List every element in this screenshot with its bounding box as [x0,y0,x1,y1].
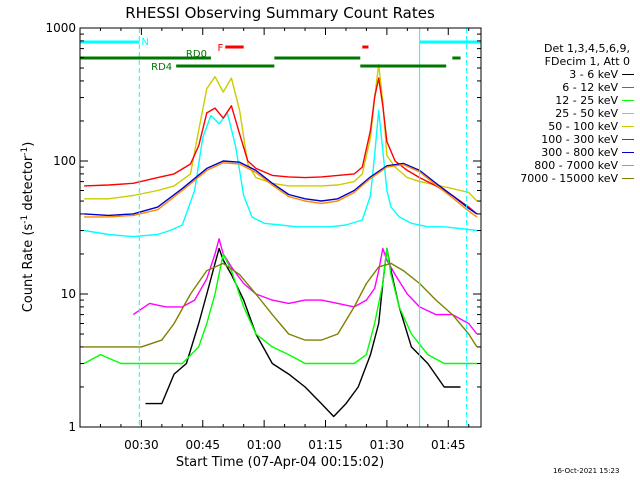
x-tick-label-00-45: 00:45 [185,438,220,452]
legend: Det 1,3,4,5,6,9, FDecim 1, Att 0 3 - 6 k… [484,42,636,185]
legend-swatch-50-100-kev [622,126,634,127]
legend-label-50-100-kev: 50 - 100 keV [548,120,618,133]
y-axis-label-sup2: -1 [20,147,30,156]
legend-label-25-50-kev: 25 - 50 keV [555,107,618,120]
x-axis-label: Start Time (07-Apr-04 00:15:02) [176,455,384,470]
x-tick-label-01-00: 01:00 [247,438,282,452]
legend-label-300-800-kev: 300 - 800 keV [541,146,618,159]
flag-bars: N F RD0 RD4 [80,37,481,73]
x-tick-label-00-30: 00:30 [124,438,159,452]
legend-header-line2: FDecim 1, Att 0 [544,55,630,68]
legend-swatch-100-300-kev [622,139,634,140]
legend-entries: 3 - 6 keV 6 - 12 keV 12 - 25 keV 25 - 50 ke… [484,68,636,185]
legend-entry-25-50-kev: 25 - 50 keV [484,107,636,120]
chart-title: RHESSI Observing Summary Count Rates [125,4,435,22]
series-line-12-25-kev [83,247,477,365]
series-line-800-7000-kev [84,162,478,218]
series-line-3-6-kev [145,247,461,418]
y-axis-label-main: Count Rate (s [21,224,36,313]
legend-label-6-12-kev: 6 - 12 keV [562,81,618,94]
legend-label-800-7000-kev: 800 - 7000 keV [534,159,618,172]
legend-label-3-6-kev: 3 - 6 keV [569,68,618,81]
legend-entry-100-300-kev: 100 - 300 keV [484,133,636,146]
y-tick-label-1: 1 [68,420,76,434]
y-tick-label-100: 100 [53,154,76,168]
legend-label-12-25-kev: 12 - 25 keV [555,94,618,107]
flag-label-n: N [141,37,148,48]
axes: 00:30 00:45 01:00 01:15 01:30 01:45 1 10 100 1000 [45,21,481,452]
legend-entry-300-800-kev: 300 - 800 keV [484,146,636,159]
series-line-7000-15000-kev [84,262,478,348]
legend-entry-3-6-kev: 3 - 6 keV [484,68,636,81]
legend-swatch-6-12-kev [622,87,634,88]
x-tick-label-01-45: 01:45 [431,438,466,452]
series-line-100-300-kev [84,77,478,215]
legend-header-line1: Det 1,3,4,5,6,9, [543,42,630,55]
legend-entry-7000-15000-kev: 7000 - 15000 keV [484,172,636,185]
plot-frame [79,27,482,428]
y-tick-label-10: 10 [61,287,76,301]
legend-label-100-300-kev: 100 - 300 keV [541,133,618,146]
legend-swatch-7000-15000-kev [622,178,634,179]
series-line-25-50-kev [83,109,477,238]
vertical-markers [138,28,468,427]
x-tick-label-01-30: 01:30 [370,438,405,452]
flag-label-rd0: RD0 [186,49,207,60]
legend-swatch-300-800-kev [622,152,634,153]
flag-label-rd4: RD4 [151,62,172,73]
legend-swatch-800-7000-kev [622,165,634,166]
legend-label-7000-15000-kev: 7000 - 15000 keV [520,172,618,185]
legend-swatch-12-25-kev [622,100,634,101]
x-tick-label-01-15: 01:15 [308,438,343,452]
y-tick-label-1000: 1000 [45,21,76,35]
series-layer [83,63,478,418]
timestamp: 16-Oct-2021 15:23 [553,467,620,475]
legend-swatch-3-6-kev [622,74,634,75]
legend-swatch-25-50-kev [622,113,634,114]
legend-entry-50-100-kev: 50 - 100 keV [484,120,636,133]
y-axis-label: Count Rate (s-1 detector-1) [20,142,36,313]
legend-entry-12-25-kev: 12 - 25 keV [484,94,636,107]
series-line-6-12-kev [132,238,478,335]
legend-entry-6-12-kev: 6 - 12 keV [484,81,636,94]
y-axis-label-sup1: -1 [20,215,30,224]
series-line-300-800-kev [84,160,478,217]
y-axis-label-mid: detector [21,155,36,215]
legend-entry-800-7000-kev: 800 - 7000 keV [484,159,636,172]
y-axis-label-end: ) [21,142,36,147]
flag-label-f: F [217,43,223,54]
